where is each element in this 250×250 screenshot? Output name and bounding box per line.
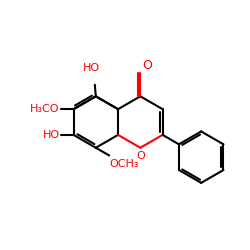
Text: O: O xyxy=(142,59,152,72)
Text: H₃CO: H₃CO xyxy=(30,104,60,114)
Text: O: O xyxy=(136,151,145,161)
Text: OCH₃: OCH₃ xyxy=(109,159,139,169)
Text: HO: HO xyxy=(42,130,60,140)
Text: HO: HO xyxy=(83,63,100,73)
